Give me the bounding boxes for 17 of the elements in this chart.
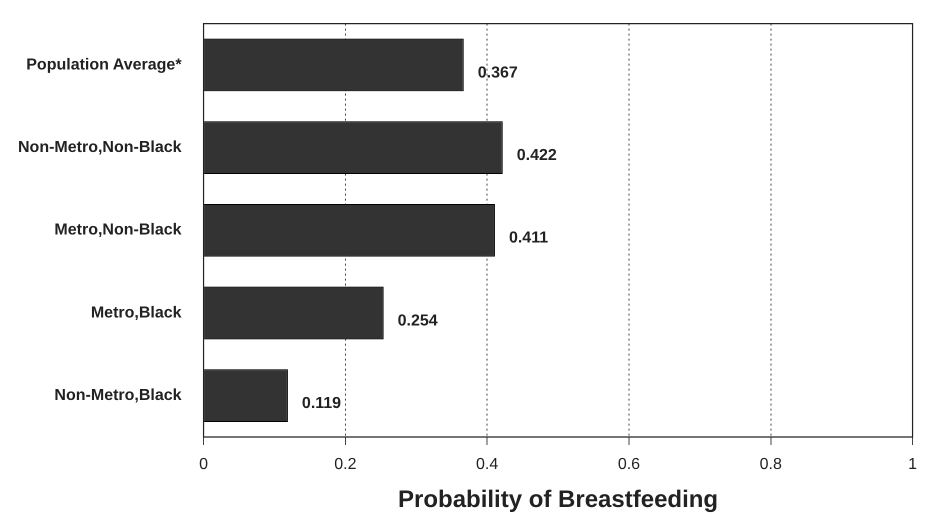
- y-tick-label: Population Average*: [26, 56, 182, 74]
- y-tick-label: Metro,Non-Black: [54, 222, 182, 239]
- data-label: 0.254: [398, 312, 438, 330]
- data-label: 0.411: [508, 230, 548, 247]
- x-tick-label: 0.6: [618, 456, 640, 474]
- x-tick-label: 0: [199, 456, 208, 474]
- x-tick-label: 1: [908, 456, 918, 474]
- x-axis-title: Probability of Breastfeeding: [398, 486, 718, 514]
- x-tick-label: 0.2: [334, 456, 357, 474]
- data-label: 0.422: [516, 147, 557, 164]
- y-tick-label: Non-Metro,Black: [54, 387, 182, 404]
- x-tick-label: 0.8: [760, 456, 782, 474]
- y-tick-label: Metro,Black: [90, 304, 182, 322]
- data-label: 0.119: [302, 395, 342, 412]
- data-label: 0.367: [478, 64, 518, 82]
- x-tick-label: 0.4: [476, 456, 498, 474]
- y-tick-label: Non-Metro,Non-Black: [18, 139, 182, 156]
